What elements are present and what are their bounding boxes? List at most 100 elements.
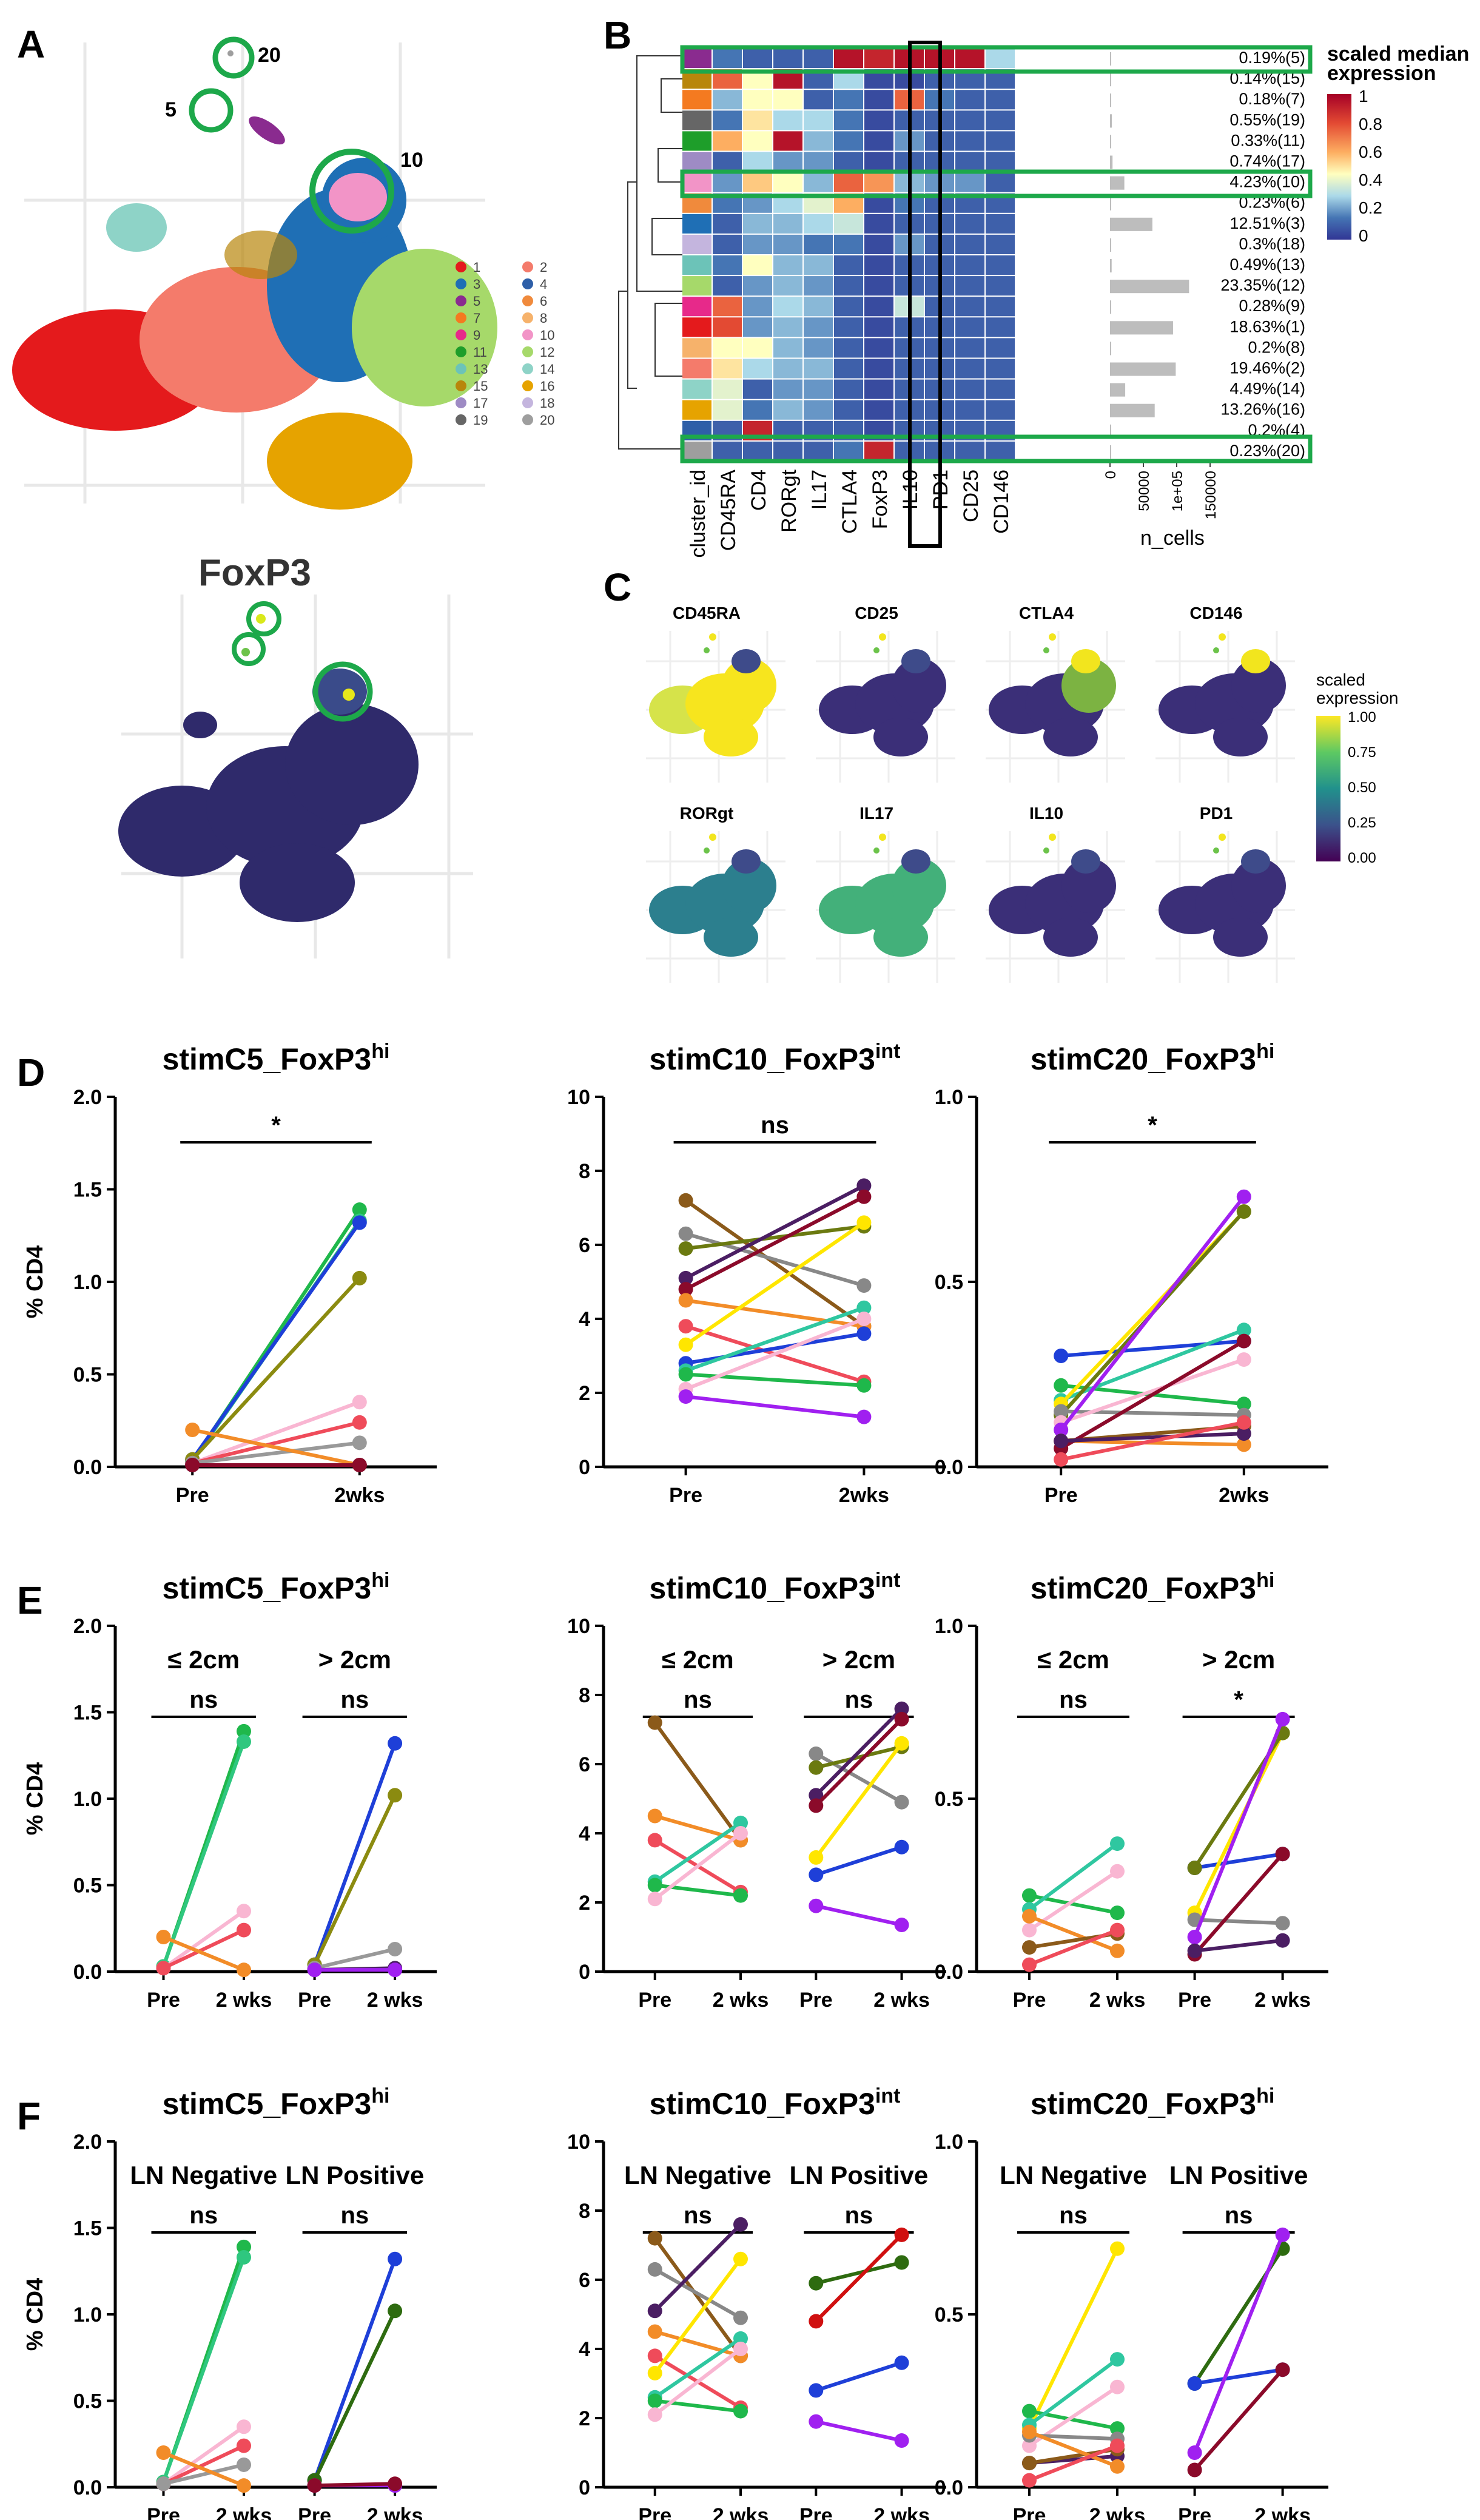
feature-colorbar [1316,716,1340,861]
heatmap-cell [955,110,984,130]
series-line [192,1400,360,1465]
point-pre [809,1788,824,1803]
y-tick-label: 0.0 [935,1456,963,1479]
y-tick-label: 2.0 [73,2131,102,2154]
point-post [733,1826,748,1841]
point-post [894,1701,909,1716]
series-line [815,1707,903,1797]
point-post [856,1409,872,1424]
significance-label: ns [684,1686,712,1713]
series-line [815,1904,903,1927]
y-tick-label: 6 [579,1753,590,1776]
cluster-id-cell-2 [682,359,711,379]
point-post [352,1202,367,1218]
heatmap-cell [834,90,863,110]
legend-swatch-14 [522,363,533,374]
series-line [1060,1339,1245,1450]
legend-label-16: 16 [540,379,554,394]
n-cells-bar-18 [1110,238,1111,252]
heatmap-cell [804,214,833,234]
heatmap-cell [986,400,1015,420]
feature-plot-CD45RA [646,631,785,783]
y-tick-label: 0.0 [73,1961,102,1984]
legend-swatch-19 [456,414,466,425]
significance-label: ns [341,1686,369,1713]
feature-plot-PD1 [1155,831,1295,983]
legend-swatch-10 [522,329,533,340]
legend-label-10: 10 [540,328,554,343]
series-line [653,2223,742,2313]
heatmap-cell [773,234,802,254]
cluster-pct-3: 12.51%(3) [1229,214,1305,232]
y-tick-label: 10 [567,1086,590,1109]
heatmap-cell [986,110,1015,130]
point-pre [647,2324,662,2339]
heatmap-cell [955,49,984,69]
x-tick-label: 2 wks [873,1989,930,2012]
heatmap-cell [804,110,833,130]
point-post [352,1270,367,1285]
heatmap-cell [986,234,1015,254]
n-cells-bar-1 [1110,321,1173,335]
chart-E-2: stimC10_FoxP3int 0 2 4 6 8 10 Pre 2 wks Pre 2 wks n… [567,1569,946,2012]
series-line [1194,1852,1283,1870]
n-cells-bar-13 [1110,259,1112,273]
chart-title: stimC10_FoxP3int [650,1040,901,1076]
chart-F-1: stimC5_FoxP3hi 0.0 0.5 1.0 1.5 2.0 % CD4 Pre 2 w… [22,2084,437,2520]
heatmap-cell [713,49,742,69]
cluster-pct-8: 0.2%(8) [1248,338,1305,356]
x-tick-label: 2 wks [1254,1989,1311,2012]
chart-title: stimC10_FoxP3int [650,1569,901,1605]
point-pre [1022,1909,1037,1924]
legend-label-12: 12 [540,345,554,360]
heatmap-cell [834,172,863,192]
heatmap-cell [955,317,984,337]
significance-label: ns [1059,2202,1088,2229]
n-cells-bar-9 [1110,300,1111,314]
heatmap-cell [773,400,802,420]
point-pre [678,1319,693,1334]
x-tick-label: Pre [147,2504,180,2520]
point-pre [647,1833,662,1848]
heatmap-col-IL17: IL17 [808,470,831,510]
chart-title: stimC5_FoxP3hi [163,1040,390,1076]
series-line [312,2310,397,2481]
heatmap-cell [773,379,802,399]
x-tick-label: Pre [1044,1484,1078,1507]
y-tick-label: 1.5 [73,1702,102,1725]
n-cells-bar-7 [1110,93,1111,107]
heatmap-cell [713,276,742,296]
y-tick-label: 0.5 [935,1271,963,1294]
point-post [1236,1396,1251,1412]
series-line [815,1752,903,1804]
series-line [685,1231,865,1287]
point-pre [678,1367,693,1382]
x-tick-label: Pre [1013,2504,1046,2520]
cluster-id-cell-7 [682,90,711,110]
point-post [894,2227,909,2242]
x-tick-label: Pre [799,1989,833,2012]
heatmap-cell [804,172,833,192]
feature-plot-CD146 [1155,631,1295,783]
y-tick-label: 2 [579,1382,590,1405]
heatmap-col-CD146: CD146 [990,470,1013,534]
point-post [1236,1415,1251,1430]
y-tick-label: 8 [579,1684,590,1707]
heatmap-cell [834,131,863,151]
heatmap-cell [955,338,984,358]
dendrogram [618,55,682,450]
feature-legend-tick: 0.00 [1348,850,1376,866]
heatmap-cell [834,214,863,234]
point-pre [647,2348,662,2363]
point-pre [156,2445,171,2460]
legend-label-14: 14 [540,362,554,377]
point-post [1236,1204,1251,1219]
x-tick-label: 2 wks [713,2504,769,2520]
significance-label: * [1148,1112,1157,1139]
heatmap-legend-tick: 0 [1359,226,1368,245]
series-line [685,1298,864,1329]
y-tick-label: 2 [579,2407,590,2430]
heatmap-cell [955,297,984,317]
point-post [352,1435,367,1450]
series-line [162,1909,245,1970]
